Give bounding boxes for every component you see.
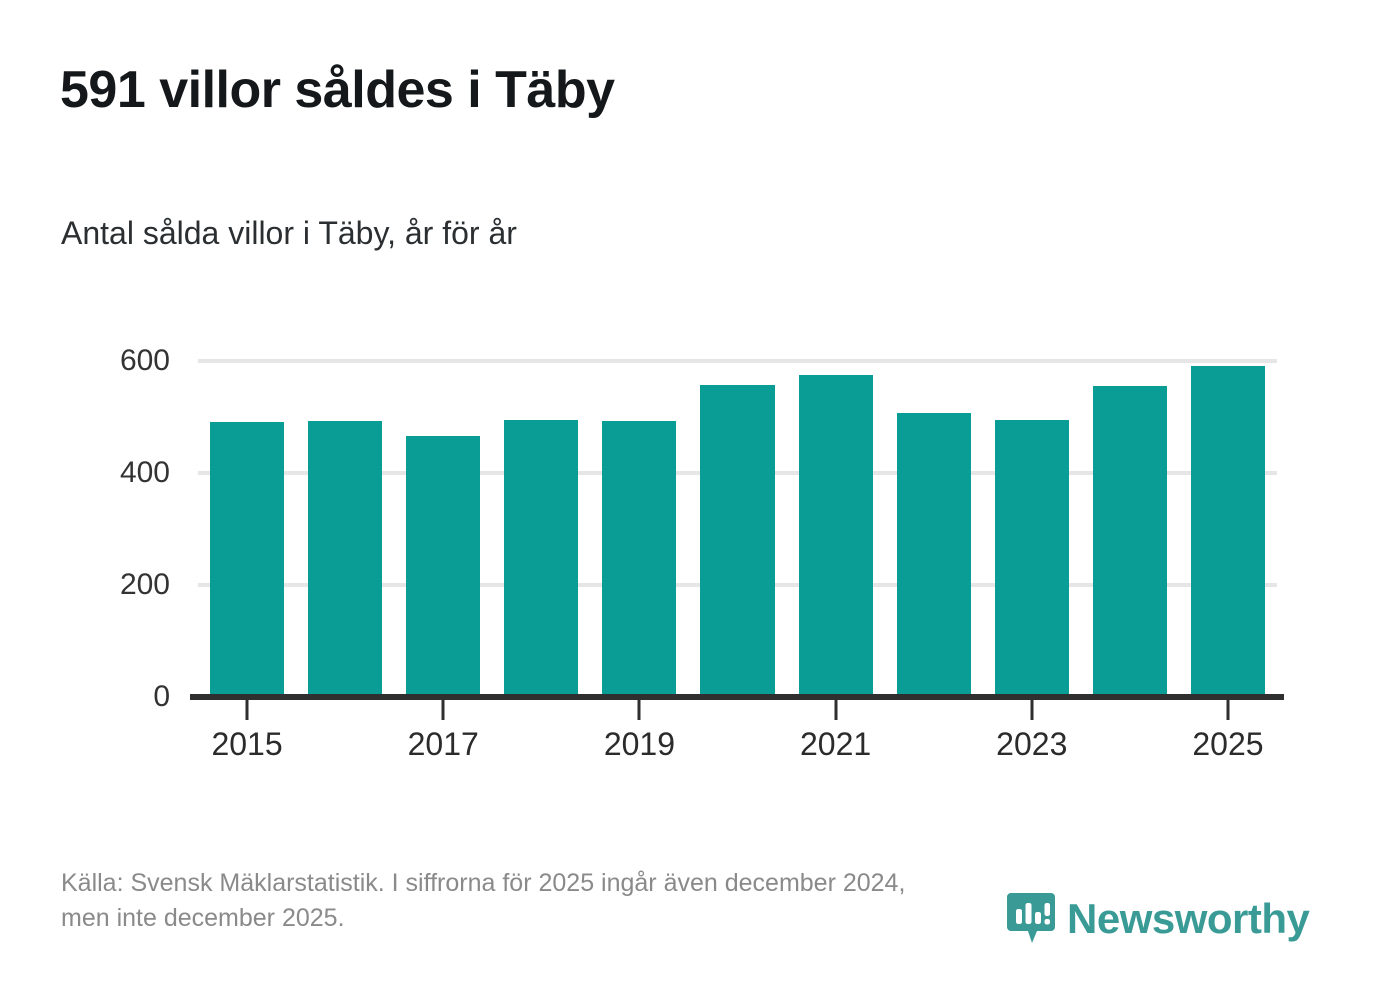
bar[interactable] — [602, 420, 677, 697]
bar[interactable] — [504, 419, 579, 697]
x-axis-tick-mark — [245, 700, 249, 720]
y-axis-tick-label: 0 — [153, 680, 170, 713]
y-axis-tick-label: 600 — [119, 344, 170, 377]
newsworthy-shield-icon — [1005, 891, 1057, 947]
bar[interactable] — [210, 422, 285, 697]
source-note: Källa: Svensk Mäklarstatistik. I siffror… — [61, 866, 1291, 935]
newsworthy-wordmark: Newsworthy — [1067, 895, 1310, 942]
x-axis-labels: 2015 2017 2019 2021 2023 2025 — [198, 700, 1277, 780]
chart-subtitle: Antal sålda villor i Täby, år för år — [61, 215, 517, 251]
y-axis-labels: 0 200 400 600 — [40, 344, 170, 713]
bar[interactable] — [896, 413, 971, 697]
plot-area — [198, 359, 1277, 697]
page-title: 591 villor såldes i Täby — [60, 61, 615, 119]
x-axis-tick-mark — [1030, 700, 1034, 720]
bar[interactable] — [700, 385, 775, 697]
newsworthy-logo[interactable]: Newsworthy — [1005, 888, 1325, 950]
y-axis-tick-label: 400 — [119, 456, 170, 489]
x-axis-tick-mark — [441, 700, 445, 720]
source-note-line-1: Källa: Svensk Mäklarstatistik. I siffror… — [61, 869, 906, 897]
x-axis-tick-label: 2023 — [996, 726, 1068, 762]
x-axis-tick-label: 2021 — [799, 726, 872, 762]
bar[interactable] — [406, 436, 481, 697]
x-axis-tick-mark — [1226, 700, 1230, 720]
bar[interactable] — [1190, 366, 1265, 697]
x-axis-tick-mark — [637, 700, 641, 720]
x-axis-line — [190, 694, 1284, 700]
gridline — [198, 359, 1277, 363]
bar[interactable] — [1092, 386, 1167, 697]
bar[interactable] — [308, 420, 383, 697]
x-axis-tick-label: 2017 — [407, 726, 479, 762]
bar-series — [198, 361, 1277, 697]
bar[interactable] — [798, 375, 873, 697]
x-axis-tick-label: 2015 — [211, 726, 283, 762]
source-note-line-2: men inte december 2025. — [61, 903, 345, 932]
bar[interactable] — [994, 419, 1069, 697]
x-axis-tick-label: 2025 — [1192, 726, 1264, 762]
y-axis-tick-label: 200 — [119, 568, 170, 601]
x-axis-tick-label: 2019 — [603, 726, 675, 762]
x-axis-tick-mark — [834, 700, 838, 720]
